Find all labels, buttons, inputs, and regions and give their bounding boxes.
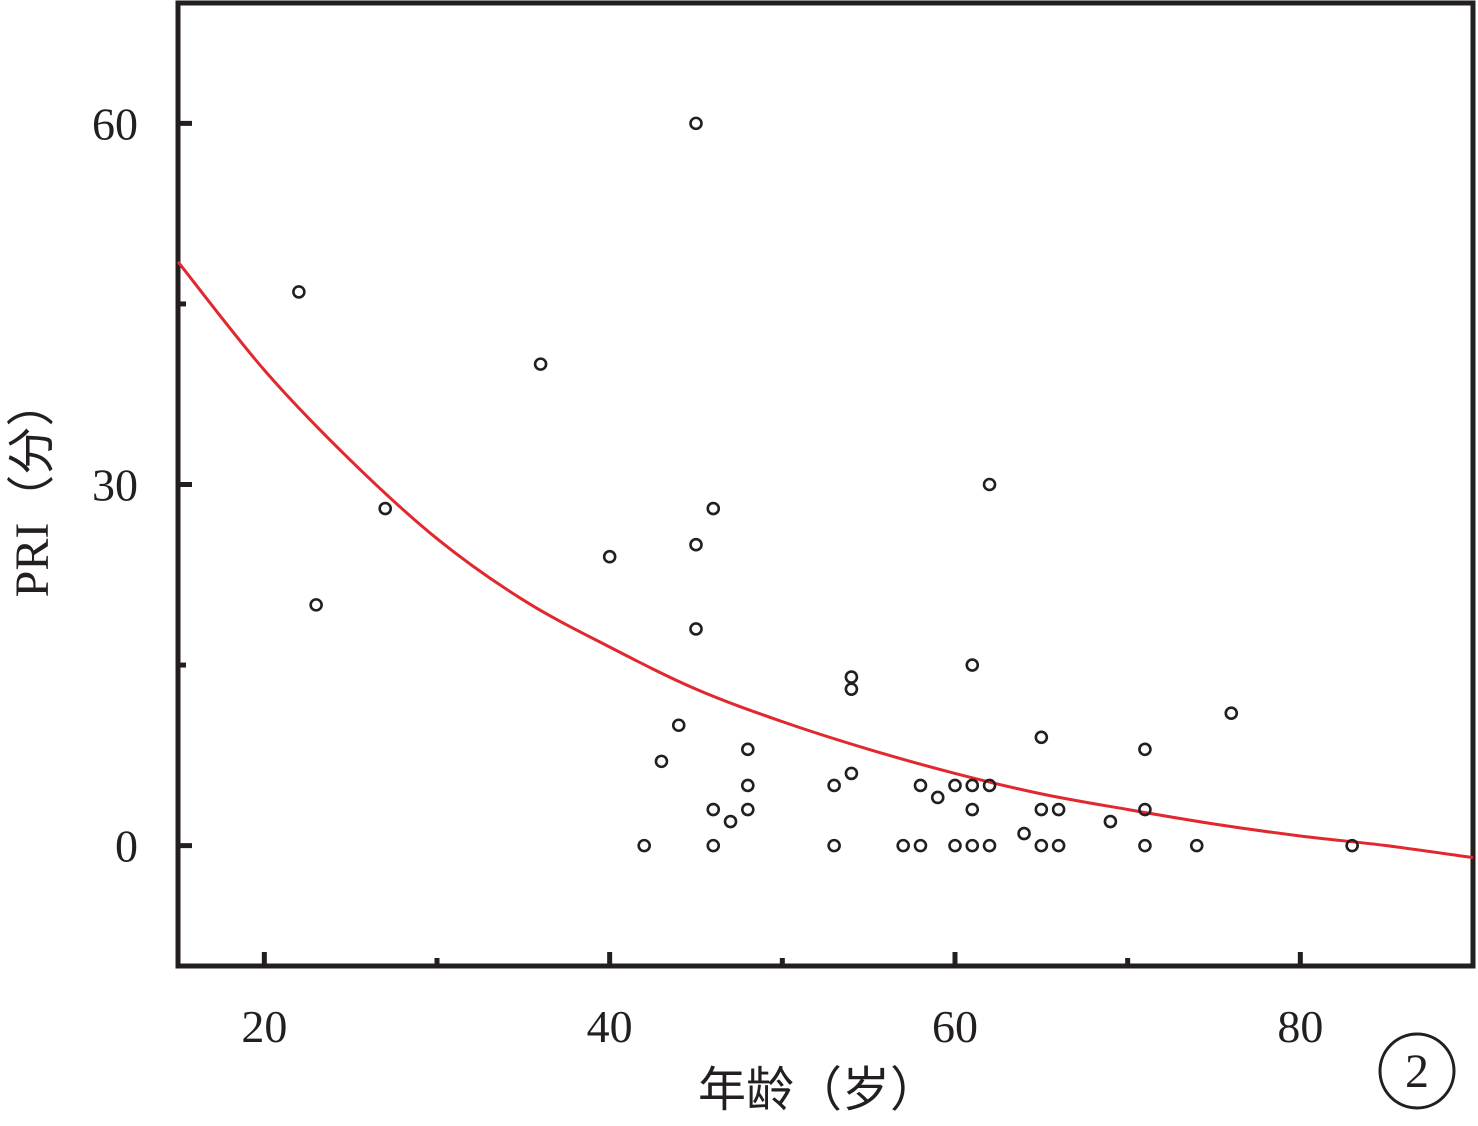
data-point <box>689 116 703 131</box>
x-tick-label: 20 <box>241 1001 287 1052</box>
data-point <box>689 537 703 552</box>
data-point <box>1189 838 1204 853</box>
data-point <box>1034 838 1049 853</box>
data-point <box>1138 742 1152 757</box>
data-point <box>1138 802 1152 817</box>
y-tick-label: 30 <box>92 460 138 511</box>
panel-label: 2 <box>1405 1045 1429 1098</box>
data-point <box>948 838 962 853</box>
data-point <box>1034 802 1049 817</box>
data-point <box>982 778 997 793</box>
data-point <box>689 622 703 636</box>
data-point <box>1103 814 1118 829</box>
fit-curve <box>176 260 1474 860</box>
data-point <box>844 670 859 684</box>
data-point <box>378 501 393 516</box>
data-point <box>654 754 669 769</box>
data-point <box>706 501 721 516</box>
x-axis-title: 年龄（岁） <box>698 1064 938 1117</box>
data-point <box>913 838 928 853</box>
data-point <box>292 285 306 299</box>
data-point <box>965 658 980 672</box>
x-tick-label: 60 <box>932 1001 978 1052</box>
y-tick-label: 60 <box>92 98 138 149</box>
data-points <box>292 116 1359 853</box>
data-point <box>1051 838 1066 853</box>
data-point <box>827 838 841 853</box>
data-point <box>740 802 755 817</box>
axis-tick-labels: 20 40 60 80 0 30 60 <box>92 98 1323 1052</box>
data-point <box>844 682 859 696</box>
data-point <box>706 838 721 853</box>
data-point <box>602 549 617 564</box>
data-point <box>1017 826 1031 841</box>
y-tick-label: 0 <box>115 821 138 872</box>
plot-frame <box>175 0 1476 969</box>
x-tick-label: 80 <box>1277 1001 1323 1052</box>
data-point <box>965 802 980 817</box>
data-point <box>827 778 841 793</box>
data-point <box>706 802 721 817</box>
data-point <box>1034 730 1049 745</box>
data-point <box>723 814 738 829</box>
data-point <box>948 778 962 793</box>
panel-label-circle <box>1378 1032 1456 1110</box>
data-point <box>309 598 323 612</box>
data-point <box>896 838 911 853</box>
data-point <box>930 790 945 805</box>
data-point <box>982 838 997 853</box>
data-point <box>533 357 548 371</box>
data-point <box>1138 838 1152 853</box>
data-point <box>740 742 755 757</box>
y-axis-title: PRI（分） <box>6 379 59 598</box>
x-tick-label: 40 <box>587 1001 633 1052</box>
data-point <box>1051 802 1066 817</box>
data-point <box>982 477 997 492</box>
data-point <box>965 838 980 853</box>
data-point <box>844 766 859 781</box>
data-point <box>637 838 652 853</box>
axis-ticks <box>178 120 1303 966</box>
data-point <box>671 718 686 733</box>
data-point <box>740 778 755 793</box>
data-point <box>913 778 928 793</box>
data-point <box>1224 706 1239 721</box>
data-point <box>965 778 980 793</box>
data-point <box>1345 838 1359 853</box>
